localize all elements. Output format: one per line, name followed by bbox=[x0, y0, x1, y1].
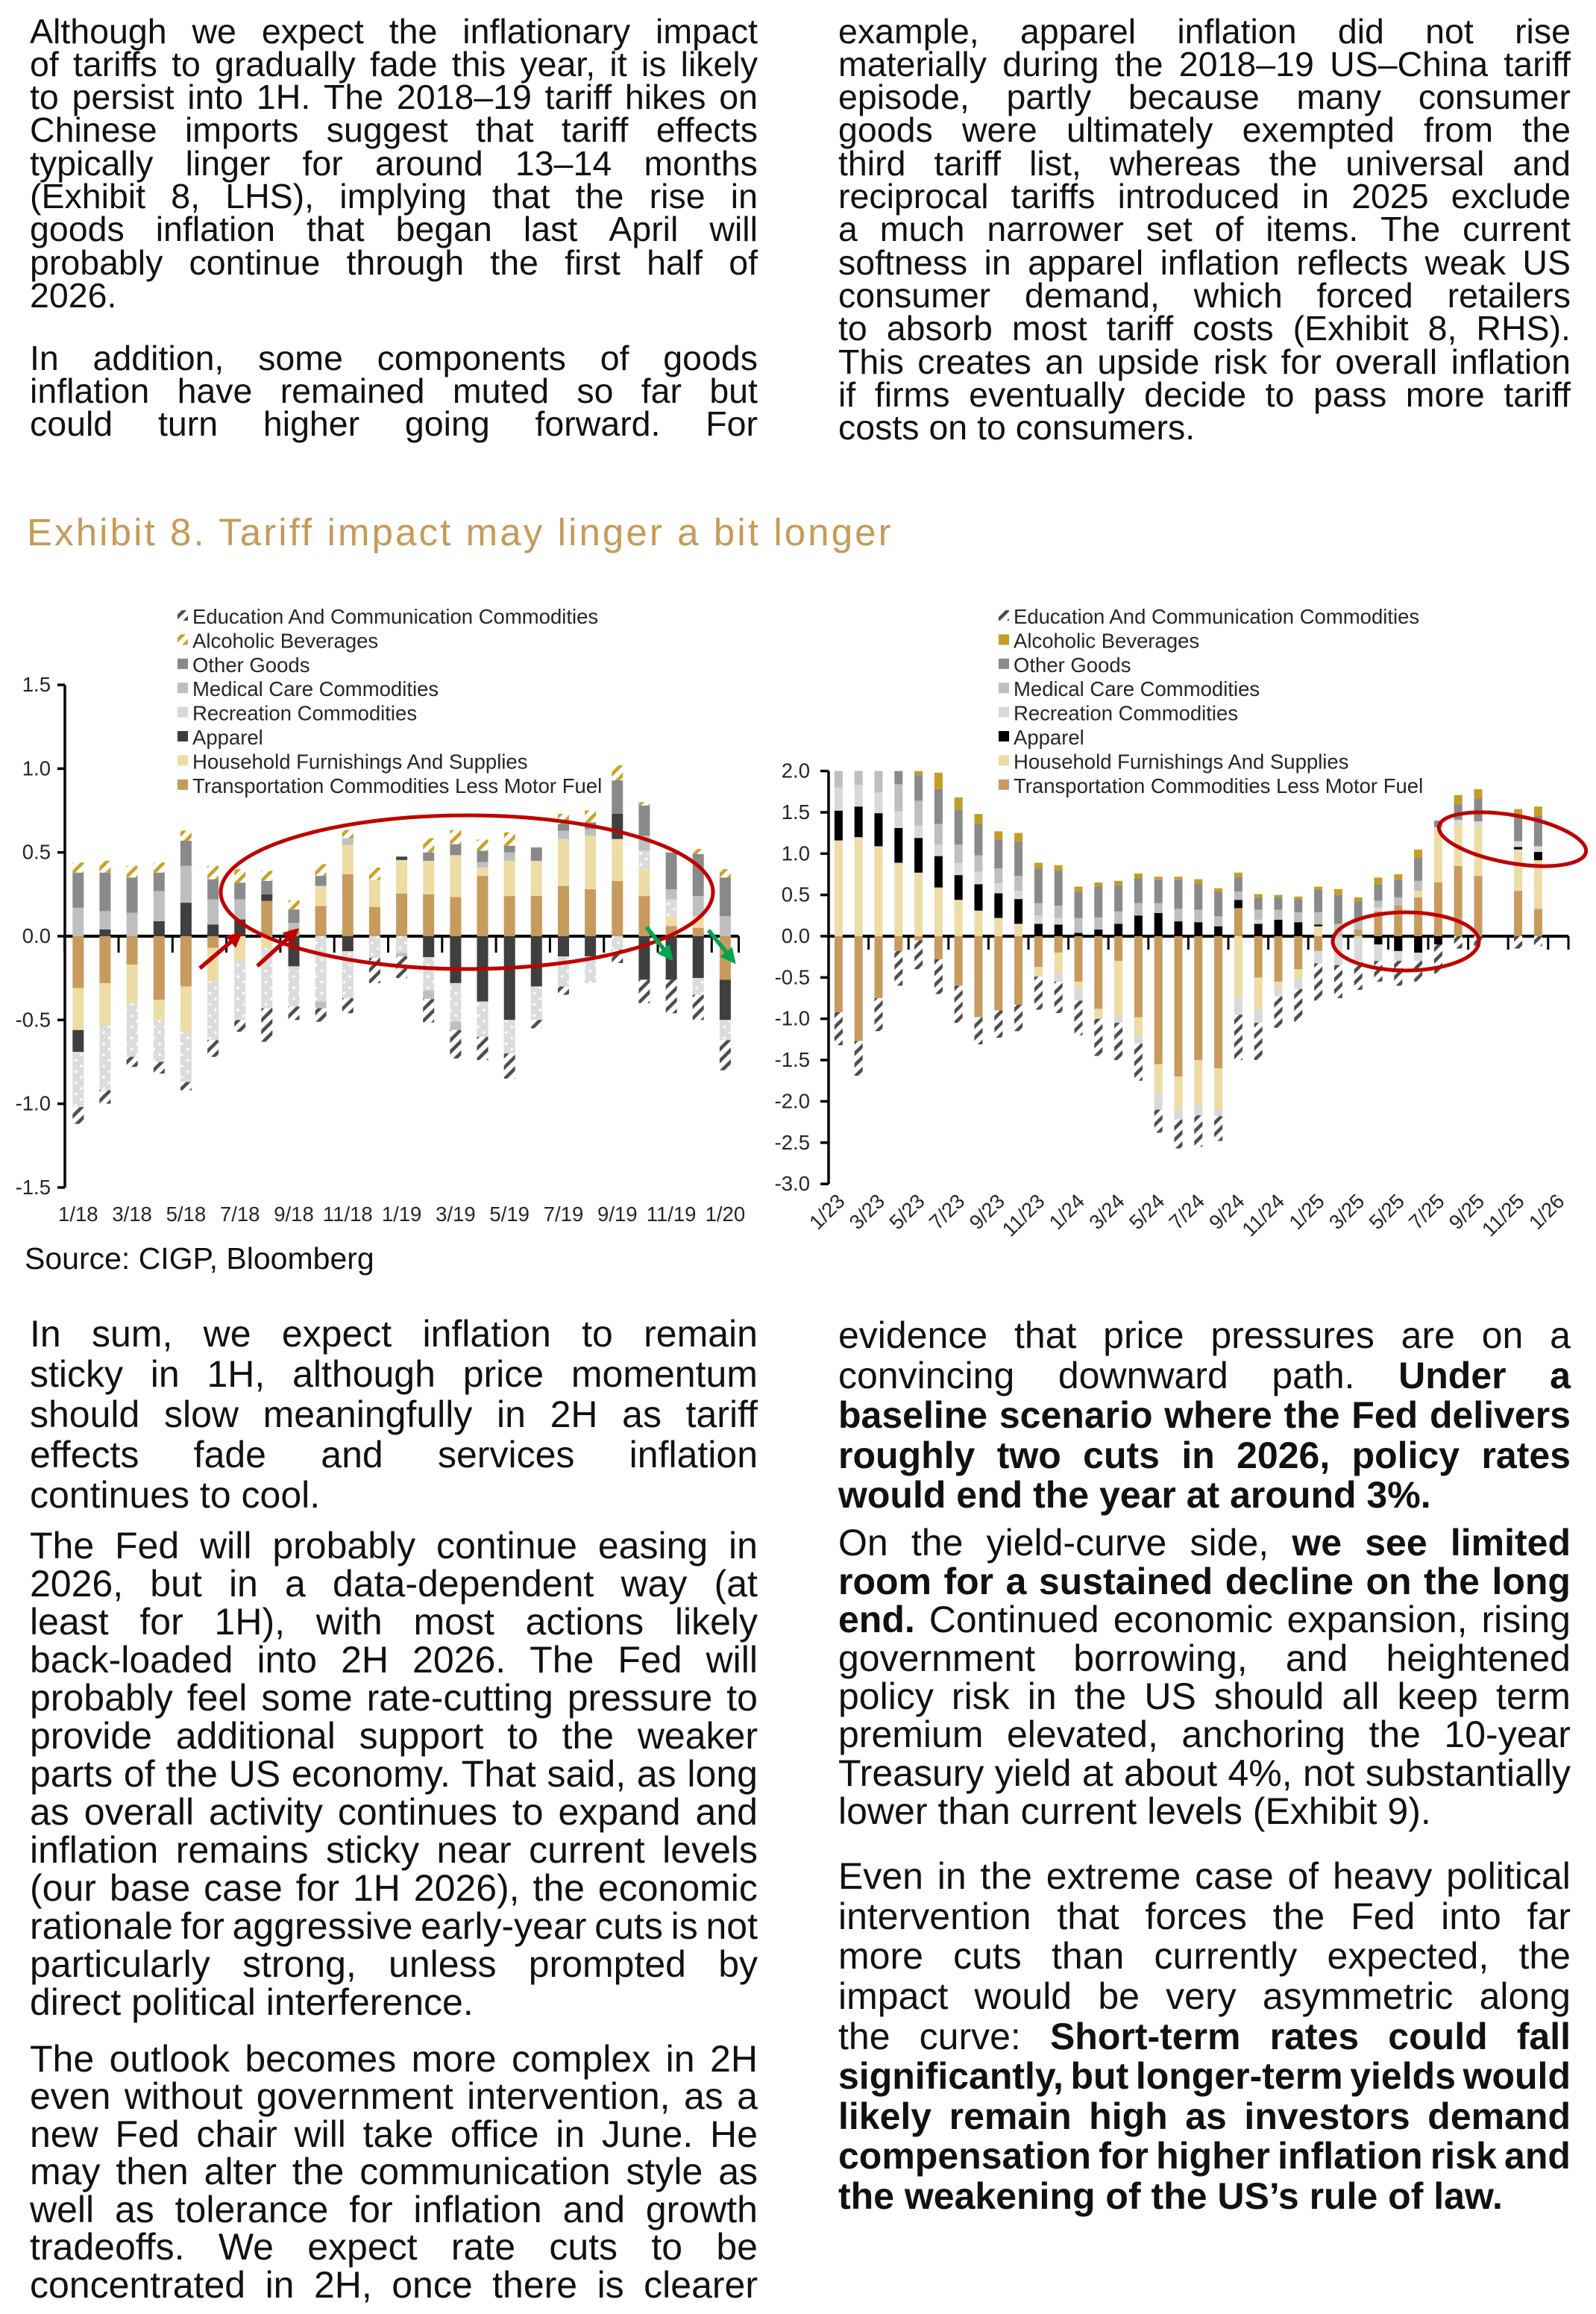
svg-text:1/23: 1/23 bbox=[805, 1189, 849, 1234]
svg-text:Apparel: Apparel bbox=[192, 726, 263, 749]
svg-text:-0.5: -0.5 bbox=[16, 1008, 51, 1031]
svg-text:Other Goods: Other Goods bbox=[1014, 653, 1131, 677]
svg-text:-1.0: -1.0 bbox=[16, 1092, 51, 1115]
svg-text:0.0: 0.0 bbox=[782, 924, 810, 947]
svg-text:2.0: 2.0 bbox=[782, 759, 810, 783]
svg-text:-1.0: -1.0 bbox=[775, 1007, 810, 1030]
svg-text:Transportation Commodities Les: Transportation Commodities Less Motor Fu… bbox=[1014, 774, 1423, 797]
svg-text:-2.5: -2.5 bbox=[775, 1131, 810, 1154]
svg-text:1/24: 1/24 bbox=[1044, 1189, 1089, 1234]
svg-text:1.5: 1.5 bbox=[782, 800, 810, 824]
svg-text:11/25: 11/25 bbox=[1477, 1189, 1529, 1241]
svg-text:Recreation Commodities: Recreation Commodities bbox=[192, 702, 417, 725]
svg-text:Education And Communication Co: Education And Communication Commodities bbox=[192, 605, 598, 628]
svg-text:7/19: 7/19 bbox=[544, 1203, 584, 1226]
svg-text:Household Furnishings And Supp: Household Furnishings And Supplies bbox=[1014, 750, 1348, 773]
svg-text:5/23: 5/23 bbox=[885, 1189, 929, 1234]
svg-text:7/25: 7/25 bbox=[1404, 1189, 1449, 1234]
svg-text:1/26: 1/26 bbox=[1524, 1189, 1569, 1234]
svg-text:5/25: 5/25 bbox=[1364, 1189, 1409, 1234]
svg-text:5/24: 5/24 bbox=[1125, 1189, 1169, 1234]
svg-text:3/18: 3/18 bbox=[112, 1203, 152, 1226]
svg-text:1.0: 1.0 bbox=[22, 756, 51, 780]
svg-text:-1.5: -1.5 bbox=[775, 1048, 810, 1071]
svg-text:Education And Communication Co: Education And Communication Commodities bbox=[1014, 605, 1419, 628]
svg-text:0.0: 0.0 bbox=[22, 924, 51, 947]
svg-text:Medical Care Commodities: Medical Care Commodities bbox=[192, 677, 439, 700]
svg-text:11/18: 11/18 bbox=[323, 1203, 373, 1226]
svg-text:Transportation Commodities Les: Transportation Commodities Less Motor Fu… bbox=[192, 774, 602, 797]
svg-text:-3.0: -3.0 bbox=[775, 1172, 810, 1195]
svg-text:5/18: 5/18 bbox=[166, 1203, 207, 1226]
svg-text:1/25: 1/25 bbox=[1284, 1189, 1329, 1234]
svg-text:Apparel: Apparel bbox=[1014, 726, 1084, 749]
svg-text:3/19: 3/19 bbox=[436, 1203, 476, 1226]
svg-text:9/18: 9/18 bbox=[274, 1203, 314, 1226]
svg-text:3/23: 3/23 bbox=[844, 1189, 889, 1234]
svg-text:7/23: 7/23 bbox=[925, 1189, 970, 1234]
svg-text:Recreation Commodities: Recreation Commodities bbox=[1014, 702, 1238, 725]
svg-text:0.5: 0.5 bbox=[22, 841, 51, 864]
svg-text:1/19: 1/19 bbox=[382, 1203, 422, 1226]
svg-text:1/20: 1/20 bbox=[706, 1203, 746, 1226]
svg-text:0.5: 0.5 bbox=[782, 883, 810, 906]
svg-text:3/24: 3/24 bbox=[1084, 1189, 1129, 1234]
svg-text:7/18: 7/18 bbox=[220, 1203, 260, 1226]
svg-text:Household Furnishings And Supp: Household Furnishings And Supplies bbox=[192, 750, 527, 773]
svg-text:1/18: 1/18 bbox=[58, 1203, 98, 1226]
svg-text:9/19: 9/19 bbox=[597, 1203, 638, 1226]
svg-text:7/24: 7/24 bbox=[1164, 1189, 1209, 1234]
svg-text:5/19: 5/19 bbox=[489, 1203, 530, 1226]
svg-text:-0.5: -0.5 bbox=[775, 965, 810, 988]
svg-text:11/19: 11/19 bbox=[647, 1203, 697, 1226]
svg-text:11/24: 11/24 bbox=[1237, 1189, 1289, 1241]
svg-text:Other Goods: Other Goods bbox=[192, 653, 310, 677]
svg-text:3/25: 3/25 bbox=[1325, 1189, 1369, 1234]
svg-text:1.0: 1.0 bbox=[782, 841, 810, 865]
svg-text:-2.0: -2.0 bbox=[775, 1089, 810, 1112]
svg-text:Medical Care Commodities: Medical Care Commodities bbox=[1014, 677, 1260, 700]
svg-text:1.5: 1.5 bbox=[22, 673, 51, 696]
svg-text:11/23: 11/23 bbox=[998, 1189, 1049, 1241]
svg-text:Alcoholic Beverages: Alcoholic Beverages bbox=[1014, 629, 1199, 652]
svg-text:-1.5: -1.5 bbox=[16, 1176, 51, 1199]
svg-text:Alcoholic Beverages: Alcoholic Beverages bbox=[192, 629, 378, 652]
